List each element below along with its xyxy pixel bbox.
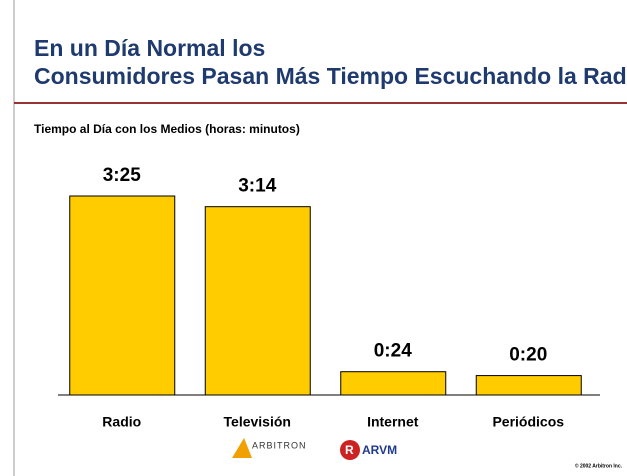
bar	[475, 375, 582, 396]
x-tick-label: Radio	[102, 414, 141, 430]
arvm-logo: R ARVM	[340, 440, 397, 460]
chart-title: En un Día Normal los Consumidores Pasan M…	[34, 35, 627, 89]
x-tick-label: Periódicos	[492, 414, 564, 430]
logo-text: ARBITRON	[252, 440, 307, 450]
data-label: 3:14	[238, 176, 276, 197]
data-label: 0:20	[509, 345, 547, 366]
copyright: © 2002 Arbitron Inc.	[575, 462, 623, 469]
logo-text: ARVM	[362, 443, 397, 457]
bar	[69, 195, 176, 396]
x-tick-label: Televisión	[224, 414, 291, 430]
x-tick-label: Internet	[367, 414, 419, 430]
data-label: 0:24	[374, 341, 412, 362]
logo-mark-letter: R	[345, 443, 354, 457]
chart-subtitle: Tiempo al Día con los Medios (horas: min…	[34, 122, 300, 136]
bar	[340, 371, 447, 396]
bar	[204, 206, 311, 396]
logo-mark	[232, 438, 252, 458]
logo-mark	[340, 440, 360, 460]
data-label: 3:25	[103, 165, 141, 186]
arbitron-logo: ARBITRON	[232, 438, 307, 458]
